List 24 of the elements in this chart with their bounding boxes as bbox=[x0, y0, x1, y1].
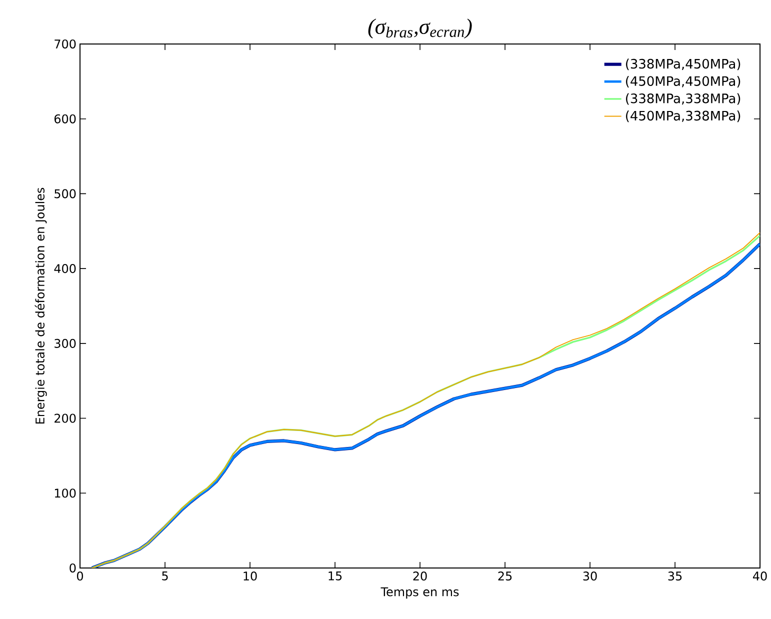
x-tick-label: 15 bbox=[328, 572, 342, 580]
legend-label: (338MPa,450MPa) bbox=[626, 58, 740, 70]
x-axis-title: Temps en ms bbox=[380, 587, 459, 599]
x-tick-label: 30 bbox=[583, 572, 597, 581]
y-tick-label: 200 bbox=[54, 414, 76, 423]
legend-label: (450MPa,450MPa) bbox=[626, 76, 740, 88]
y-tick-label: 500 bbox=[54, 189, 76, 198]
chart-title: (σ$_{bras}$,σ$_{ecran}$) bbox=[368, 18, 472, 38]
y-tick-label: 700 bbox=[54, 39, 76, 49]
y-tick-label: 300 bbox=[54, 338, 76, 348]
x-tick-label: 40 bbox=[752, 572, 767, 581]
x-tick-label: 25 bbox=[498, 572, 512, 581]
legend-label: (338MPa,338MPa) bbox=[626, 93, 740, 105]
x-tick-label: 20 bbox=[413, 572, 427, 581]
x-tick-label: 10 bbox=[244, 572, 257, 581]
x-tick-label: 5 bbox=[162, 572, 168, 580]
legend-label: (450MPa,338MPa) bbox=[626, 110, 740, 122]
y-tick-label: 100 bbox=[54, 488, 76, 498]
x-tick-label: 0 bbox=[76, 572, 84, 581]
y-axis-title: Energie totale de déformation en Joules bbox=[34, 188, 47, 424]
y-tick-label: 600 bbox=[54, 114, 76, 124]
y-tick-label: 400 bbox=[54, 264, 76, 274]
y-tick-label: 0 bbox=[70, 563, 76, 573]
x-tick-label: 35 bbox=[668, 572, 682, 581]
